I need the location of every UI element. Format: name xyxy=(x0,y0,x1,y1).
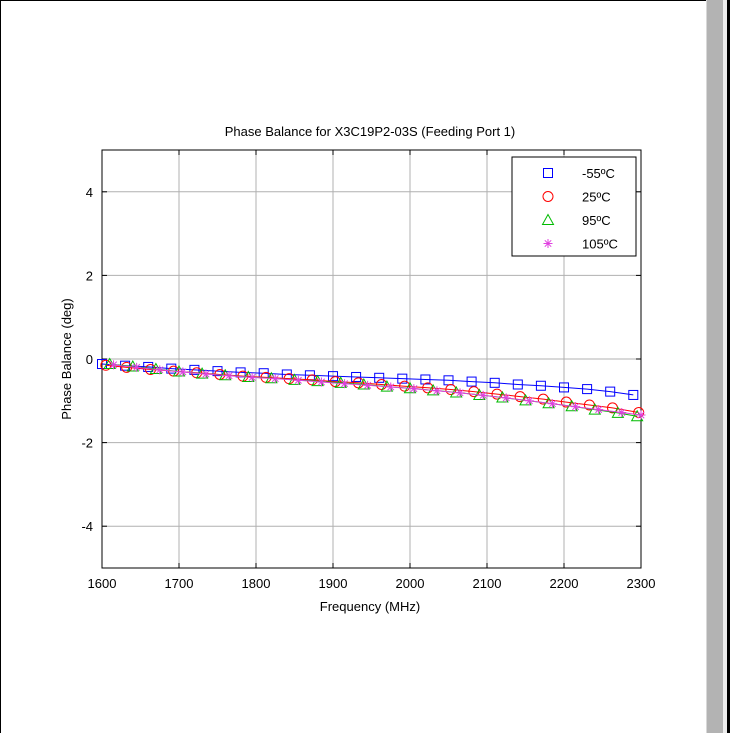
x-tick-label: 2100 xyxy=(473,576,502,591)
data-point xyxy=(132,362,142,372)
data-point xyxy=(628,389,639,400)
data-point xyxy=(201,369,211,379)
data-point xyxy=(155,365,165,375)
scrollbar-thumb[interactable] xyxy=(707,0,723,733)
data-point xyxy=(547,399,557,409)
data-point xyxy=(363,380,373,390)
data-point xyxy=(491,388,503,400)
series-line xyxy=(113,364,642,416)
data-point xyxy=(582,384,593,395)
legend-box xyxy=(511,156,637,257)
series-2 xyxy=(103,357,644,422)
data-point xyxy=(399,380,411,392)
data-point xyxy=(478,390,488,400)
series-0 xyxy=(97,359,639,400)
x-tick-label: 2000 xyxy=(396,576,425,591)
axis-ticks: 1600 1700 1800 1900 2000 2100 2200 2300 -4 -2 0 2 4 xyxy=(81,150,655,591)
series-line xyxy=(101,363,634,396)
data-point xyxy=(636,410,646,420)
data-point xyxy=(489,377,500,388)
legend-label: 25ºC xyxy=(582,190,611,205)
legend-marker xyxy=(543,168,553,178)
x-tick-label: 1800 xyxy=(242,576,271,591)
legend-label: -55ºC xyxy=(582,166,615,181)
data-point xyxy=(386,382,396,392)
data-point xyxy=(166,363,177,374)
data-point xyxy=(270,374,280,384)
data-point xyxy=(374,372,385,383)
data-point xyxy=(559,382,569,393)
y-tick-label: 0 xyxy=(86,352,93,367)
data-point xyxy=(468,386,480,398)
data-point xyxy=(178,367,188,377)
y-tick-label: 2 xyxy=(86,268,93,283)
data-point xyxy=(397,373,408,384)
data-point xyxy=(524,396,534,406)
y-tick-label: -4 xyxy=(81,519,93,534)
scrollbar-edge xyxy=(727,0,730,733)
data-point xyxy=(535,380,546,391)
x-axis-label: Frequency (MHz) xyxy=(320,599,420,614)
legend-marker xyxy=(543,239,553,248)
data-point xyxy=(224,371,234,381)
data-point xyxy=(501,393,511,403)
y-axis-label: Phase Balance (deg) xyxy=(59,298,74,419)
data-point xyxy=(376,378,388,390)
data-point xyxy=(328,371,338,382)
data-point xyxy=(594,405,604,415)
legend-marker xyxy=(542,191,554,202)
data-point xyxy=(143,361,154,372)
data-point xyxy=(189,364,200,375)
legend: -55ºC 25ºC 95ºC 105ºC xyxy=(511,156,637,257)
data-point xyxy=(422,382,434,394)
data-point xyxy=(351,371,362,382)
data-point xyxy=(605,386,616,397)
phase-balance-chart: Phase Balance for X3C19P2-03S (Feeding P… xyxy=(59,124,655,614)
x-tick-label: 2300 xyxy=(627,576,656,591)
data-point xyxy=(247,372,257,382)
y-tick-label: 4 xyxy=(86,185,93,200)
data-series xyxy=(97,357,646,422)
data-point xyxy=(409,384,419,394)
data-point xyxy=(121,361,133,373)
legend-label: 105ºC xyxy=(582,237,618,252)
legend-marker xyxy=(541,213,555,225)
data-point xyxy=(420,374,431,385)
data-point xyxy=(455,388,465,398)
data-point xyxy=(340,379,350,389)
data-point xyxy=(466,376,477,387)
data-point xyxy=(316,377,326,387)
legend-label: 95ºC xyxy=(582,213,611,228)
data-point xyxy=(212,366,223,377)
data-point xyxy=(571,402,581,412)
data-point xyxy=(293,375,303,385)
y-tick-label: -2 xyxy=(81,436,93,451)
data-point xyxy=(432,386,442,396)
series-3 xyxy=(109,360,646,420)
x-tick-label: 1700 xyxy=(165,576,194,591)
chart-title: Phase Balance for X3C19P2-03S (Feeding P… xyxy=(225,124,516,139)
data-point xyxy=(617,408,627,418)
x-tick-label: 1900 xyxy=(319,576,348,591)
data-point xyxy=(512,379,523,390)
data-point xyxy=(109,360,119,370)
x-tick-label: 2200 xyxy=(550,576,579,591)
x-tick-label: 1600 xyxy=(88,576,117,591)
data-point xyxy=(445,384,457,396)
